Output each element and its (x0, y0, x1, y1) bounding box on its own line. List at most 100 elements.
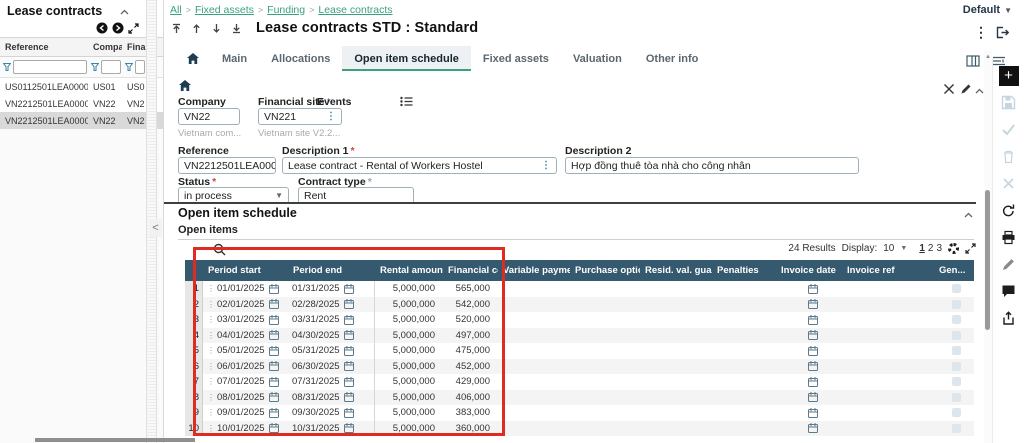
calendar-icon[interactable] (808, 423, 818, 434)
lookup-icon[interactable]: ⋮ (326, 111, 336, 122)
amount-cell[interactable]: 5,000,000 (392, 298, 435, 310)
last-record-icon[interactable] (230, 22, 243, 35)
empty-cell[interactable] (712, 312, 776, 328)
empty-cell[interactable] (842, 343, 934, 359)
amount-cell[interactable]: 5,000,000 (392, 345, 435, 357)
period-end-cell[interactable]: 02/28/2025 (288, 296, 375, 312)
table-row[interactable]: 5 ⋮ 05/01/2025 05/31/2025 5,000,000 475,000 (185, 343, 974, 359)
empty-cell[interactable] (570, 312, 640, 328)
table-row[interactable]: 2 ⋮ 02/01/2025 02/28/2025 5,000,000 542,000 (185, 296, 974, 313)
generated-checkbox[interactable] (952, 377, 961, 387)
empty-cell[interactable] (640, 359, 712, 375)
amount-cell[interactable]: 5,000,000 (392, 314, 435, 326)
invoice-date-cell[interactable] (776, 390, 842, 406)
drag-handle-icon[interactable]: ⋮ (207, 284, 215, 294)
description2-field[interactable]: Hợp đồng thuê tòa nhà cho công nhân (565, 157, 859, 174)
collapse-left-panel-button[interactable]: < (149, 219, 162, 237)
calendar-icon[interactable] (268, 283, 279, 294)
next-record-icon[interactable] (112, 22, 124, 34)
period-start-cell[interactable]: ⋮ 01/01/2025 (203, 281, 288, 297)
empty-cell[interactable] (570, 390, 640, 406)
drag-handle-icon[interactable]: ⋮ (207, 408, 215, 418)
reference-field[interactable]: VN2212501LEA000002 (178, 157, 276, 174)
company-field[interactable]: VN22 (178, 108, 240, 125)
empty-cell[interactable] (842, 312, 934, 328)
left-list-row[interactable]: VN2212501LEA000002 VN22 VN2 (0, 112, 163, 129)
period-start-cell[interactable]: ⋮ 02/01/2025 (203, 297, 288, 313)
grid-columns-icon[interactable] (966, 55, 980, 67)
empty-cell[interactable] (842, 297, 934, 313)
amount-cell[interactable]: 360,000 (455, 422, 490, 434)
empty-cell[interactable] (570, 405, 640, 421)
empty-cell[interactable] (498, 297, 570, 313)
empty-cell[interactable] (640, 390, 712, 406)
edit-page-icon[interactable] (960, 83, 972, 95)
generated-checkbox[interactable] (952, 315, 961, 325)
period-end-cell[interactable]: 03/31/2025 (288, 312, 375, 328)
calendar-icon[interactable] (343, 283, 354, 294)
collapse-block-icon[interactable] (975, 85, 984, 97)
left-list-row[interactable]: VN2212501LEA000001 VN22 VN2 (0, 95, 163, 112)
empty-cell[interactable] (570, 374, 640, 390)
calendar-icon[interactable] (808, 376, 818, 387)
calendar-icon[interactable] (808, 330, 818, 341)
generated-checkbox[interactable] (952, 346, 961, 356)
calendar-icon[interactable] (268, 314, 279, 325)
calendar-icon[interactable] (343, 407, 354, 418)
tab-valuation[interactable]: Valuation (572, 52, 622, 65)
left-list-row[interactable]: US0112501LEA000001 US01 US0 (0, 78, 163, 95)
amount-cell[interactable]: 5,000,000 (392, 391, 435, 403)
print-icon[interactable] (1001, 230, 1016, 248)
amount-cell[interactable]: 5,000,000 (392, 407, 435, 419)
table-row[interactable]: 10 ⋮ 10/01/2025 10/31/2025 5,000,000 360,000 (185, 420, 974, 437)
drag-handle-icon[interactable]: ⋮ (207, 377, 215, 387)
table-row[interactable]: 3 ⋮ 03/01/2025 03/31/2025 5,000,000 520,000 (185, 312, 974, 328)
calendar-icon[interactable] (268, 407, 279, 418)
amount-cell[interactable]: 5,000,000 (392, 283, 435, 295)
empty-cell[interactable] (640, 328, 712, 344)
left-panel-hscroll-thumb[interactable] (35, 438, 195, 442)
drag-handle-icon[interactable]: ⋮ (207, 361, 215, 371)
empty-cell[interactable] (712, 328, 776, 344)
empty-cell[interactable] (842, 281, 934, 297)
empty-cell[interactable] (640, 421, 712, 437)
profile-dropdown[interactable]: Default ▼ (963, 4, 1012, 16)
empty-cell[interactable] (712, 281, 776, 297)
period-end-cell[interactable]: 08/31/2025 (288, 389, 375, 405)
calendar-icon[interactable] (268, 299, 279, 310)
breadcrumb-link[interactable]: Funding (267, 4, 306, 16)
edit-icon[interactable] (1001, 257, 1016, 275)
empty-cell[interactable] (570, 297, 640, 313)
search-icon[interactable] (213, 243, 226, 256)
table-row[interactable]: 8 ⋮ 08/01/2025 08/31/2025 5,000,000 406,000 (185, 389, 974, 406)
period-start-cell[interactable]: ⋮ 09/01/2025 (203, 405, 288, 421)
invoice-date-cell[interactable] (776, 312, 842, 328)
empty-cell[interactable] (712, 343, 776, 359)
generated-checkbox[interactable] (952, 330, 961, 340)
empty-cell[interactable] (640, 343, 712, 359)
period-start-cell[interactable]: ⋮ 08/01/2025 (203, 390, 288, 406)
calendar-icon[interactable] (808, 361, 818, 372)
empty-cell[interactable] (712, 297, 776, 313)
status-select[interactable]: in process ▼ (178, 187, 289, 204)
breadcrumb-link[interactable]: Fixed assets (194, 4, 254, 16)
period-end-cell[interactable]: 06/30/2025 (288, 358, 375, 374)
invoice-date-cell[interactable] (776, 343, 842, 359)
collapse-section-icon[interactable] (964, 209, 973, 221)
empty-cell[interactable] (640, 281, 712, 297)
amount-cell[interactable]: 5,000,000 (392, 376, 435, 388)
empty-cell[interactable] (640, 312, 712, 328)
empty-cell[interactable] (570, 281, 640, 297)
calendar-icon[interactable] (343, 392, 354, 403)
vertical-scrollbar[interactable]: ▲ (984, 50, 992, 443)
period-end-cell[interactable]: 05/31/2025 (288, 343, 375, 359)
calendar-icon[interactable] (343, 345, 354, 356)
empty-cell[interactable] (712, 359, 776, 375)
amount-cell[interactable]: 429,000 (455, 376, 490, 388)
table-row[interactable]: 9 ⋮ 09/01/2025 09/30/2025 5,000,000 383,000 (185, 405, 974, 421)
empty-cell[interactable] (842, 328, 934, 344)
generated-checkbox[interactable] (952, 361, 961, 371)
amount-cell[interactable]: 452,000 (455, 360, 490, 372)
next-record-arrow-icon[interactable] (210, 22, 223, 35)
table-row[interactable]: 1 ⋮ 01/01/2025 01/31/2025 5,000,000 565,000 (185, 281, 974, 297)
